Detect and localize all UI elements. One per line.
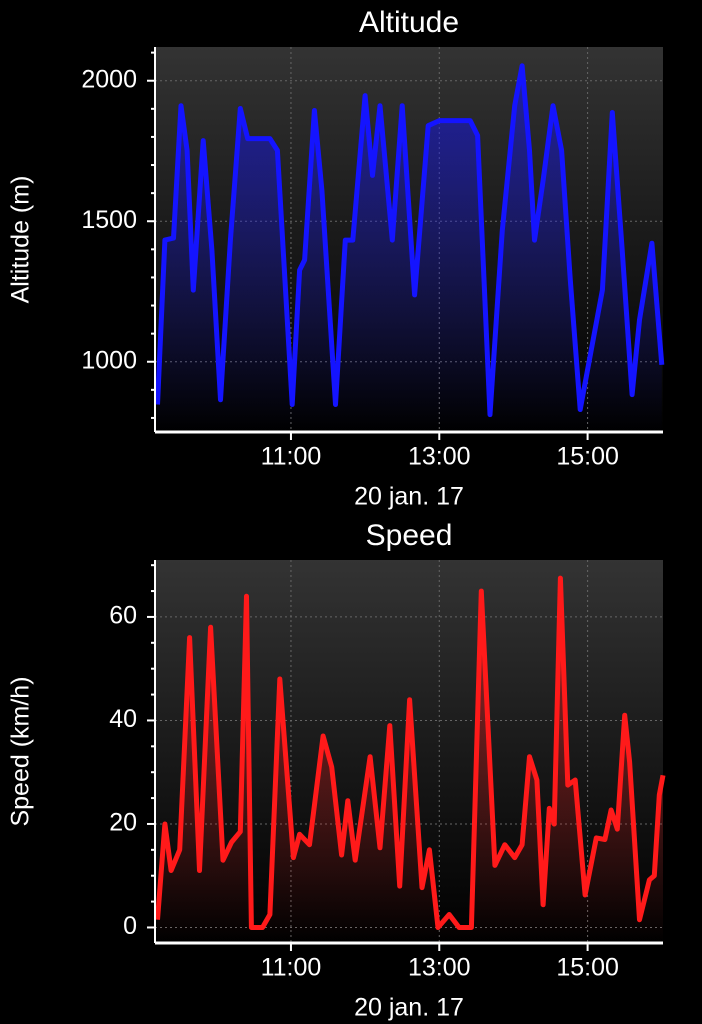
y-axis-label: Speed (km/h): [7, 676, 35, 826]
chart-title: Altitude: [359, 6, 459, 39]
y-tick-label: 0: [123, 912, 137, 940]
x-tick-label: 15:00: [556, 443, 619, 471]
y-tick-label: 40: [109, 705, 137, 733]
x-tick-label: 11:00: [261, 443, 322, 471]
x-tick-label: 15:00: [556, 954, 619, 982]
x-axis-label: 20 jan. 17: [354, 483, 464, 511]
y-tick-label: 60: [109, 602, 137, 630]
line: [155, 63, 665, 418]
y-tick-label: 20: [109, 809, 137, 837]
x-tick-label: 13:00: [408, 443, 471, 471]
x-tick-label: 13:00: [408, 954, 471, 982]
area: [157, 578, 663, 943]
line: [155, 575, 666, 930]
y-axis-label: Altitude (m): [7, 176, 35, 304]
y-tick-label: 1500: [81, 206, 137, 234]
x-axis-label: 20 jan. 17: [354, 994, 464, 1022]
y-tick-label: 1000: [81, 346, 137, 374]
y-tick-label: 2000: [81, 65, 137, 93]
x-tick-label: 11:00: [261, 954, 322, 982]
chart-title: Speed: [366, 519, 453, 552]
